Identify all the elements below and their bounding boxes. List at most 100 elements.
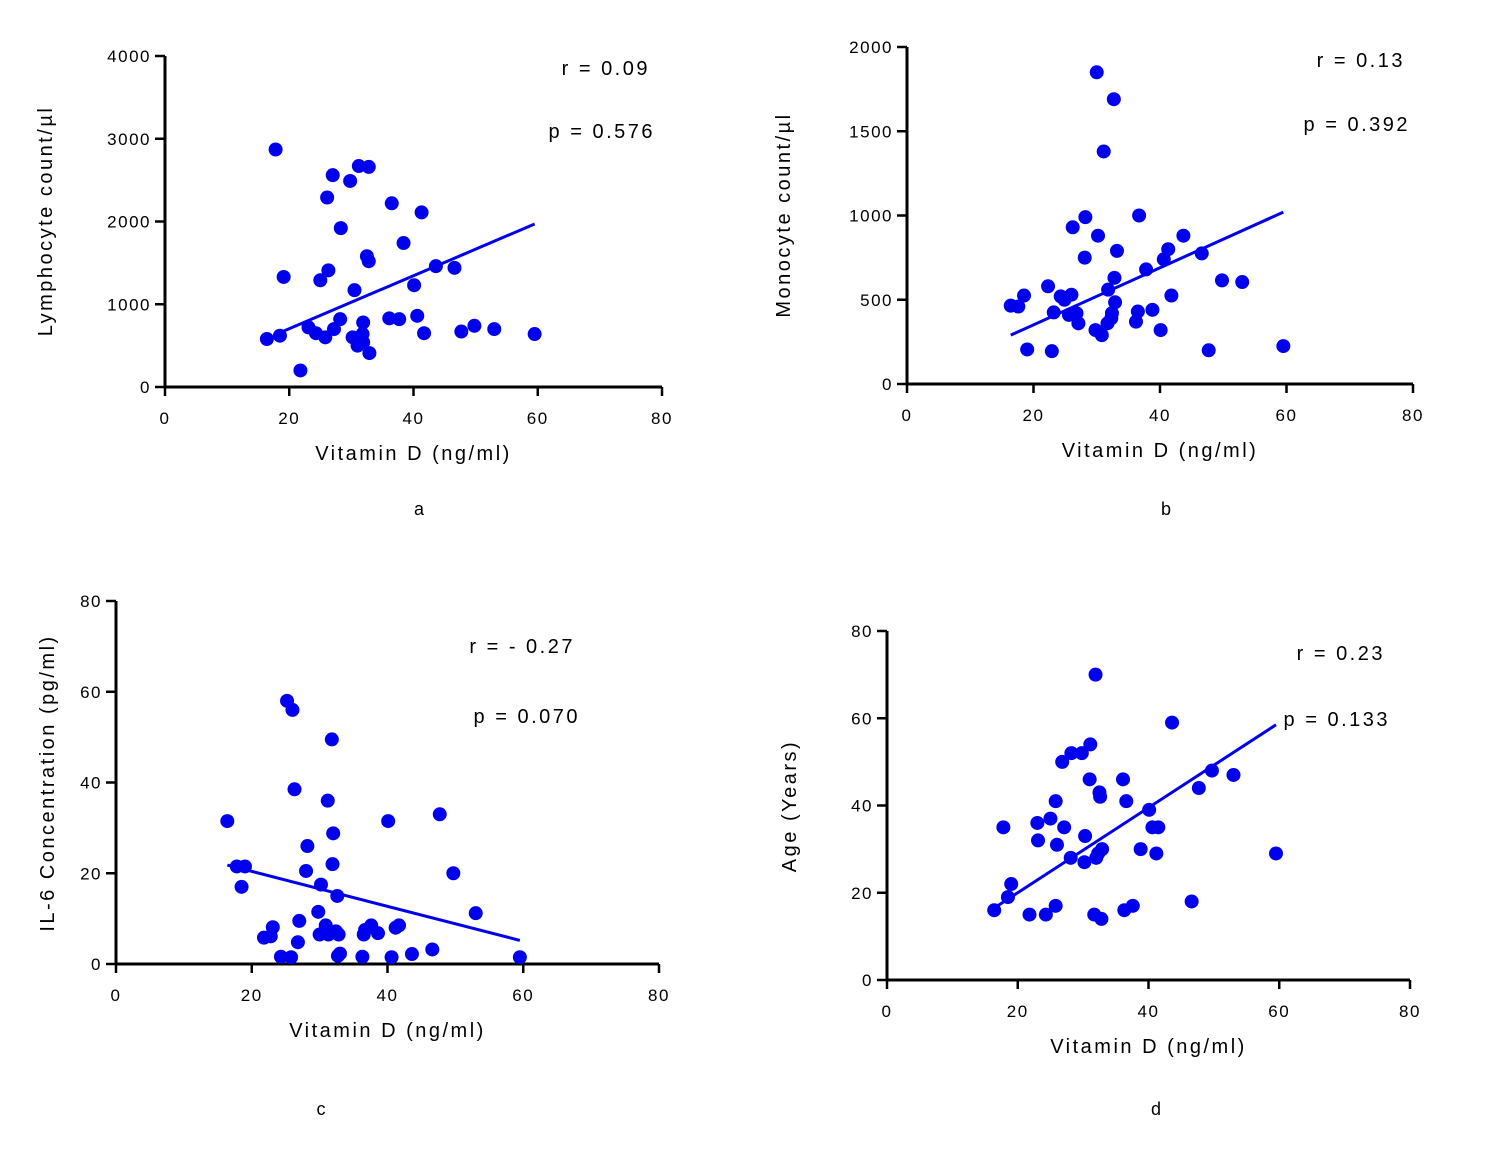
data-point xyxy=(299,863,314,878)
data-point xyxy=(290,935,305,950)
y-tick-label: 1500 xyxy=(849,122,893,141)
data-point xyxy=(1048,794,1063,809)
data-point xyxy=(361,254,376,269)
data-point xyxy=(407,278,422,293)
y-tick-label: 1000 xyxy=(107,295,151,314)
data-point xyxy=(1139,262,1154,277)
x-tick-label: 20 xyxy=(278,409,300,428)
x-tick-label: 40 xyxy=(377,986,399,1005)
data-point xyxy=(1130,304,1145,319)
data-point xyxy=(1000,890,1015,905)
data-point xyxy=(234,879,249,894)
data-point xyxy=(1049,837,1064,852)
data-point xyxy=(1184,894,1199,909)
panel-b: 0 20 40 60 80 0 500 1000 1500 2000 Vitamin D (ng/m… xyxy=(773,38,1422,519)
data-point xyxy=(370,926,385,941)
data-point xyxy=(1151,820,1166,835)
data-point xyxy=(454,324,469,339)
data-point xyxy=(1145,302,1160,317)
panel-label: a xyxy=(414,499,425,519)
x-tick-label: 60 xyxy=(1276,406,1298,425)
data-point xyxy=(1101,282,1116,297)
data-point xyxy=(1276,339,1291,354)
x-axis-label: Vitamin D (ng/ml) xyxy=(1062,440,1259,462)
data-point xyxy=(1046,305,1061,320)
data-point xyxy=(1055,754,1070,769)
data-point xyxy=(331,927,346,942)
data-point xyxy=(1133,842,1148,857)
data-point xyxy=(1077,855,1092,870)
data-point xyxy=(446,866,461,881)
y-tick-label: 60 xyxy=(80,683,102,702)
data-point xyxy=(392,312,407,327)
data-point xyxy=(362,346,377,361)
y-tick-label: 3000 xyxy=(107,130,151,149)
r-annotation: r = 0.09 xyxy=(562,58,650,80)
data-point xyxy=(381,814,396,829)
p-annotation: p = 0.392 xyxy=(1304,114,1410,136)
data-point xyxy=(333,312,348,327)
data-point xyxy=(1071,316,1086,331)
data-point xyxy=(333,221,348,236)
data-point xyxy=(284,950,299,965)
data-point xyxy=(293,363,308,378)
data-point xyxy=(326,826,341,841)
data-point xyxy=(1095,842,1110,857)
data-point xyxy=(1191,781,1206,796)
x-tick-label: 60 xyxy=(527,409,549,428)
data-point xyxy=(273,949,288,964)
data-point xyxy=(285,702,300,717)
data-point xyxy=(1030,815,1045,830)
data-point xyxy=(1065,220,1080,235)
data-point xyxy=(996,820,1011,835)
data-point xyxy=(272,328,287,343)
y-tick-label: 40 xyxy=(851,797,873,816)
data-point xyxy=(1149,846,1164,861)
data-point xyxy=(1048,898,1063,913)
data-point xyxy=(318,330,333,345)
data-point xyxy=(1043,811,1058,826)
y-tick-label: 2000 xyxy=(107,213,151,232)
data-point xyxy=(410,308,425,323)
data-point xyxy=(414,205,429,220)
data-point xyxy=(1235,275,1250,290)
y-axis-label: Lymphocyte count/µl xyxy=(35,106,57,337)
data-point xyxy=(320,793,335,808)
y-axis-label: Monocyte count/µl xyxy=(773,112,795,317)
data-point xyxy=(259,332,274,347)
data-point xyxy=(300,839,315,854)
data-point xyxy=(313,877,328,892)
data-point xyxy=(1031,833,1046,848)
data-point xyxy=(324,732,339,747)
y-tick-label: 0 xyxy=(140,378,151,397)
data-point xyxy=(361,159,376,174)
data-point xyxy=(487,322,502,337)
x-tick-label: 80 xyxy=(651,409,673,428)
data-point xyxy=(1082,772,1097,787)
x-axis-label: Vitamin D (ng/ml) xyxy=(315,443,512,465)
data-point xyxy=(1011,299,1026,314)
data-point xyxy=(1094,328,1109,343)
panel-label: d xyxy=(1151,1099,1161,1119)
regression-line xyxy=(226,863,521,942)
data-point xyxy=(428,259,443,274)
y-tick-label: 0 xyxy=(862,971,873,990)
data-point xyxy=(347,283,362,298)
x-tick-label: 0 xyxy=(160,409,171,428)
data-point xyxy=(1057,820,1072,835)
data-point xyxy=(1004,877,1019,892)
data-point xyxy=(1044,344,1059,359)
p-annotation: p = 0.070 xyxy=(474,706,580,728)
data-point xyxy=(432,807,447,822)
y-tick-label: 60 xyxy=(851,709,873,728)
data-point xyxy=(1022,907,1037,922)
data-point xyxy=(1089,65,1104,80)
data-point xyxy=(1116,772,1131,787)
y-axis-label: IL-6 Concentration (pg/ml) xyxy=(37,634,59,931)
data-point xyxy=(343,173,358,188)
data-point xyxy=(356,315,371,330)
data-point xyxy=(332,946,347,961)
data-point xyxy=(468,906,483,921)
data-point xyxy=(1106,92,1121,107)
x-tick-label: 40 xyxy=(1149,406,1171,425)
